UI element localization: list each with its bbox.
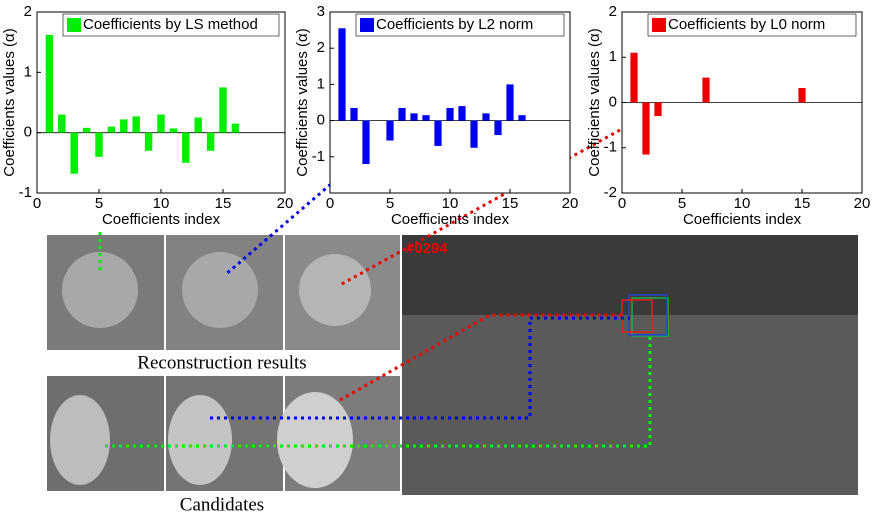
x-tick-label: 10 <box>442 195 459 212</box>
bar <box>410 113 417 120</box>
x-tick-label: 0 <box>326 195 334 212</box>
y-tick-label: 0 <box>317 112 325 129</box>
y-axis-title: Coefficients values (α) <box>1 28 18 176</box>
legend-label: Coefficients by L2 norm <box>376 16 533 33</box>
legend-swatch <box>360 18 374 32</box>
x-axis-title: Coefficients index <box>391 211 510 228</box>
y-tick-label: 1 <box>609 48 617 65</box>
bar <box>386 121 393 141</box>
x-tick-label: 20 <box>277 195 294 212</box>
bar <box>642 103 649 155</box>
x-tick-label: 5 <box>95 195 103 212</box>
x-tick-label: 15 <box>502 195 519 212</box>
bar <box>362 121 369 164</box>
bar <box>182 133 189 163</box>
y-tick-label: 1 <box>317 75 325 92</box>
helmet <box>62 252 138 328</box>
caption: Candidates <box>180 494 264 515</box>
legend-label: Coefficients by L0 norm <box>668 16 825 33</box>
bar <box>630 53 637 103</box>
y-tick-label: -1 <box>604 139 617 156</box>
bar <box>83 128 90 133</box>
y-tick-label: -1 <box>19 184 32 201</box>
helmet <box>299 254 371 326</box>
legend-label: Coefficients by LS method <box>83 16 258 33</box>
y-tick-label: -2 <box>604 184 617 201</box>
bar <box>95 133 102 157</box>
bar <box>70 133 77 174</box>
bar <box>434 121 441 146</box>
bar <box>398 108 405 121</box>
x-tick-label: 0 <box>618 195 626 212</box>
y-tick-label: 2 <box>609 3 617 20</box>
x-tick-label: 0 <box>33 195 41 212</box>
bar <box>219 87 226 132</box>
x-tick-label: 5 <box>678 195 686 212</box>
bar <box>702 78 709 103</box>
y-axis-title: Coefficients values (α) <box>586 28 603 176</box>
y-tick-label: 3 <box>317 3 325 20</box>
helmet <box>277 392 353 488</box>
x-tick-label: 20 <box>854 195 871 212</box>
y-tick-label: 1 <box>24 63 32 80</box>
bar <box>170 128 177 132</box>
plot-area <box>330 12 570 193</box>
crowd <box>402 235 858 315</box>
bar <box>482 113 489 120</box>
bar <box>654 103 661 117</box>
x-axis-title: Coefficients index <box>102 211 221 228</box>
bar <box>458 106 465 120</box>
y-tick-label: 0 <box>609 93 617 110</box>
helmet <box>182 252 258 328</box>
figure: Reconstruction results Candidates #0294 … <box>0 0 880 517</box>
bar <box>194 118 201 133</box>
bar <box>108 127 115 133</box>
y-axis-title: Coefficients values (α) <box>294 28 311 176</box>
bar <box>350 108 357 121</box>
bar <box>446 108 453 121</box>
legend-swatch <box>67 18 81 32</box>
x-axis-title: Coefficients index <box>683 211 802 228</box>
x-tick-label: 10 <box>153 195 170 212</box>
y-tick-label: 0 <box>24 124 32 141</box>
bar <box>798 88 805 102</box>
helmet <box>168 395 232 485</box>
y-tick-label: 2 <box>317 39 325 56</box>
bar <box>232 124 239 133</box>
bar <box>422 115 429 120</box>
x-tick-label: 10 <box>734 195 751 212</box>
x-tick-label: 15 <box>215 195 232 212</box>
x-tick-label: 5 <box>386 195 394 212</box>
bar <box>157 115 164 133</box>
bar <box>494 121 501 135</box>
bar <box>338 28 345 120</box>
x-tick-label: 15 <box>794 195 811 212</box>
bar <box>506 84 513 120</box>
frame-label: #0294 <box>406 240 448 257</box>
y-tick-label: -1 <box>312 148 325 165</box>
caption: Reconstruction results <box>137 352 306 373</box>
bar <box>58 115 65 133</box>
bar <box>46 35 53 133</box>
bar <box>120 119 127 132</box>
bar <box>207 133 214 151</box>
x-tick-label: 20 <box>562 195 579 212</box>
bar <box>145 133 152 151</box>
legend-swatch <box>652 18 666 32</box>
bar <box>518 115 525 120</box>
y-tick-label: 2 <box>24 3 32 20</box>
bar <box>132 116 139 132</box>
bar <box>470 121 477 148</box>
helmet <box>50 395 110 485</box>
